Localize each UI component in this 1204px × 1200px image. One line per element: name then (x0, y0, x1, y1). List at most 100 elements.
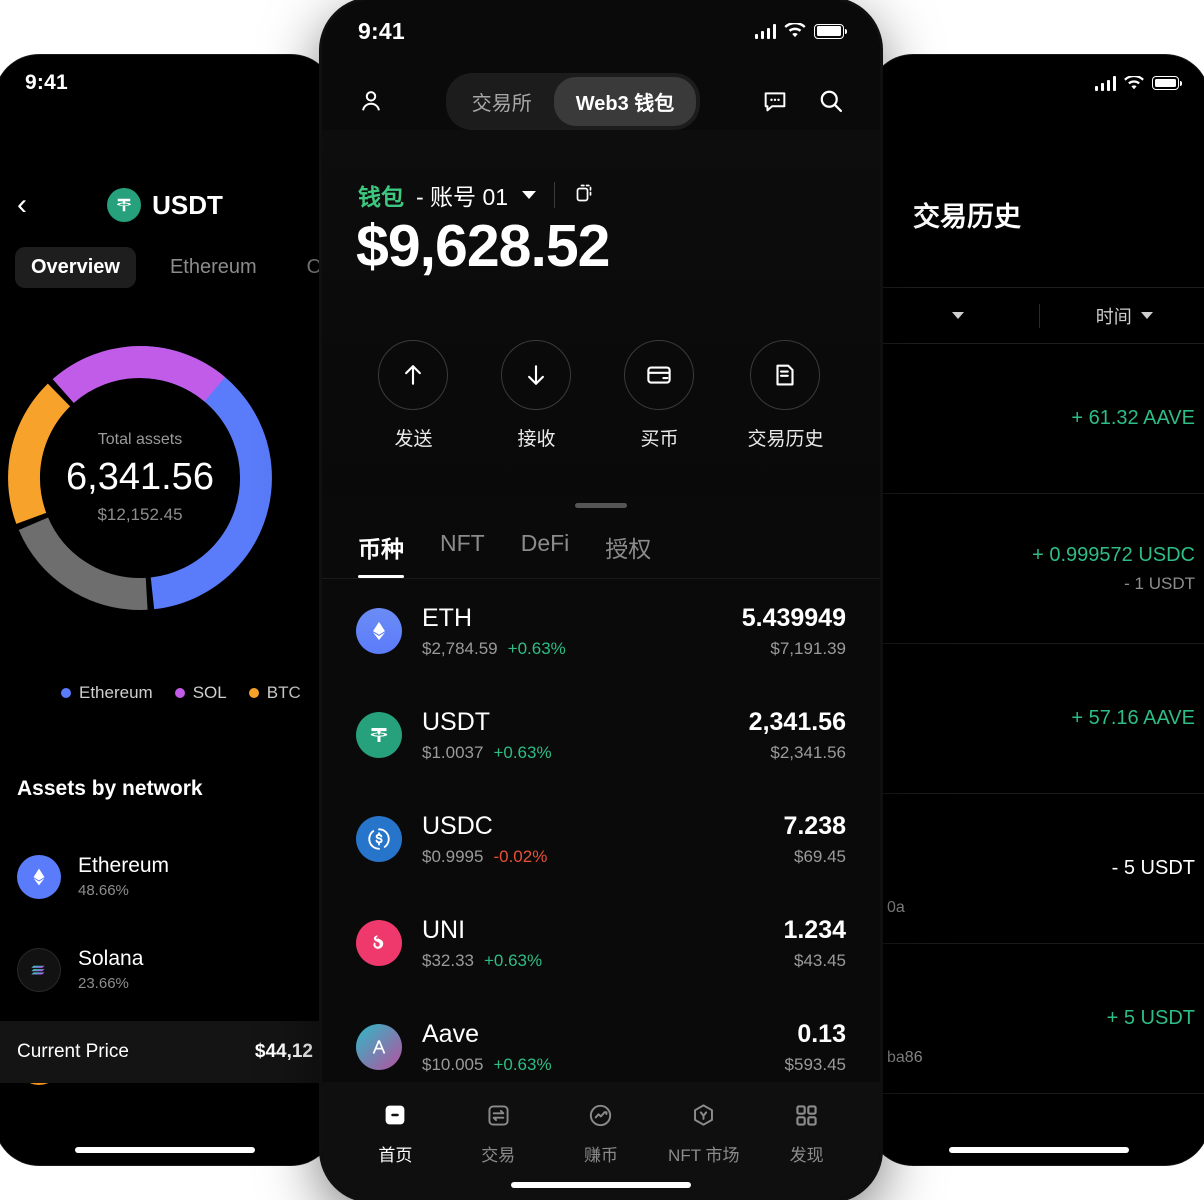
current-price-label: Current Price (17, 1041, 129, 1062)
action-send[interactable]: 发送 (378, 340, 449, 451)
network-pct: 48.66% (78, 882, 129, 899)
total-balance: $9,628.52 (356, 213, 610, 279)
status-time: 9:41 (358, 17, 405, 44)
transaction-row[interactable]: + 57.16 AAVE (869, 644, 1204, 794)
transaction-row[interactable]: + 5 USDT ba86 (869, 944, 1204, 1094)
transaction-row[interactable]: - 5 USDT 0a (869, 794, 1204, 944)
tabbar-home[interactable]: 首页 (344, 1098, 447, 1166)
token-holdings: 2,341.56 $2,341.56 (749, 708, 846, 763)
usdc-icon (356, 816, 402, 862)
network-row[interactable]: Solana 23.66% (17, 923, 335, 1016)
filter-left[interactable] (869, 312, 1039, 319)
wifi-icon (1124, 75, 1144, 89)
center-phone-frame: 9:41 交易所 Web3 钱包 (322, 0, 880, 1200)
home-icon (380, 1098, 410, 1132)
tab-approvals[interactable]: 授权 (605, 536, 652, 562)
tabbar-trade-label: 交易 (481, 1146, 516, 1165)
token-price: $2,784.59 (422, 638, 498, 658)
token-change: +0.63% (493, 742, 552, 762)
battery-icon (814, 23, 848, 39)
nft-icon (689, 1098, 718, 1132)
action-receive[interactable]: 接收 (501, 340, 572, 451)
token-price-row: $32.33 +0.63% (422, 951, 763, 971)
token-row[interactable]: Aave $10.005 +0.63% 0.13 $593.45 (356, 995, 846, 1099)
copy-icon[interactable] (573, 181, 597, 210)
token-row[interactable]: USDT $1.0037 +0.63% 2,341.56 $2,341.56 (356, 683, 846, 787)
network-row[interactable]: Ethereum 48.66% (17, 830, 335, 923)
tabbar-discover-label: 发现 (789, 1146, 824, 1165)
token-holdings: 7.238 $69.45 (783, 812, 846, 867)
token-info: USDT $1.0037 +0.63% (422, 708, 729, 763)
wallet-prefix: 钱包 (358, 184, 404, 210)
token-row[interactable]: ETH $2,784.59 +0.63% 5.439949 $7,191.39 (356, 579, 846, 683)
action-history[interactable]: 交易历史 (747, 340, 823, 451)
token-row[interactable]: USDC $0.9995 -0.02% 7.238 $69.45 (356, 787, 846, 891)
filter-time-label: 时间 (1095, 306, 1132, 327)
tabbar-discover[interactable]: 发现 (755, 1098, 858, 1166)
home-indicator (75, 1147, 255, 1153)
chat-icon[interactable] (754, 80, 796, 122)
tab-divider (322, 578, 880, 579)
token-value: $69.45 (794, 846, 846, 866)
token-value: $2,341.56 (770, 742, 846, 762)
tx-hash: 0a (887, 899, 905, 916)
segment-web3-wallet[interactable]: Web3 钱包 (553, 76, 697, 126)
action-buy[interactable]: 买币 (624, 340, 695, 451)
ethereum-icon (356, 608, 402, 654)
person-icon[interactable] (350, 80, 392, 122)
tab-ethereum[interactable]: Ethereum (169, 256, 257, 278)
mode-switch[interactable]: 交易所 Web3 钱包 (445, 72, 701, 130)
tabbar-trade[interactable]: 交易 (447, 1098, 550, 1166)
right-phone-frame: 交易历史 时间 + 61.32 AAVE + 0.999572 (869, 55, 1204, 1165)
token-amount: 0.13 (797, 1019, 846, 1048)
current-price-bar: Current Price $44,12 (0, 1021, 335, 1083)
chevron-down-icon[interactable] (522, 191, 537, 199)
tab-defi[interactable]: DeFi (520, 530, 570, 556)
assets-by-network-title: Assets by network (17, 777, 203, 800)
quick-actions: 发送 接收 (322, 340, 880, 451)
tab-overview[interactable]: Overview (15, 247, 136, 288)
battery-icon (1152, 76, 1183, 90)
tx-amount: - 5 USDT (1111, 857, 1195, 879)
token-price: $0.9995 (422, 846, 484, 866)
tabbar-earn[interactable]: 赚币 (550, 1098, 653, 1166)
token-price: $1.0037 (422, 742, 484, 762)
tab-nft[interactable]: NFT (440, 530, 485, 556)
token-row[interactable]: UNI $32.33 +0.63% 1.234 $43.45 (356, 891, 846, 995)
donut-subvalue: $12,152.45 (97, 505, 183, 524)
tx-amount: + 0.999572 USDC (1032, 543, 1195, 566)
token-info: ETH $2,784.59 +0.63% (422, 604, 722, 659)
signal-icon (754, 23, 776, 39)
sheet-grabber[interactable] (575, 503, 627, 508)
token-symbol: USDT (422, 707, 491, 736)
transaction-row[interactable]: + 61.32 AAVE (869, 344, 1204, 494)
transaction-row[interactable]: + 0.999572 USDC - 1 USDT (869, 494, 1204, 644)
token-symbol: USDC (422, 811, 493, 840)
uniswap-icon (356, 920, 402, 966)
tabbar-earn-label: 赚币 (583, 1146, 618, 1165)
tab-tokens[interactable]: 币种 (358, 530, 404, 578)
asset-donut-chart: Total assets 6,341.56 $12,152.45 (0, 333, 333, 663)
search-icon[interactable] (810, 80, 852, 122)
filter-time[interactable]: 时间 (1040, 303, 1204, 329)
legend-item-ethereum: Ethereum (61, 683, 153, 703)
back-button[interactable]: ‹ (17, 188, 27, 221)
center-phone-screen: 9:41 交易所 Web3 钱包 (322, 0, 880, 1200)
wallet-selector[interactable]: 钱包 - 账号 01 (358, 178, 597, 212)
token-symbol: ETH (422, 603, 472, 632)
card-icon (624, 340, 695, 410)
network-name: Solana (78, 947, 144, 970)
tx-amount: + 61.32 AAVE (1071, 407, 1195, 429)
token-value: $43.45 (794, 950, 846, 970)
token-change: +0.63% (507, 638, 566, 658)
segment-exchange[interactable]: 交易所 (471, 92, 532, 115)
tabbar-nft-market[interactable]: NFT 市场 (652, 1098, 755, 1166)
status-time: 9:41 (25, 71, 68, 94)
arrow-down-icon (501, 340, 572, 410)
tab-other[interactable]: O (306, 256, 323, 278)
status-icons (1094, 75, 1183, 91)
legend-item-sol: SOL (174, 683, 227, 703)
token-holdings: 0.13 $593.45 (785, 1020, 846, 1075)
token-price-row: $0.9995 -0.02% (422, 847, 763, 867)
